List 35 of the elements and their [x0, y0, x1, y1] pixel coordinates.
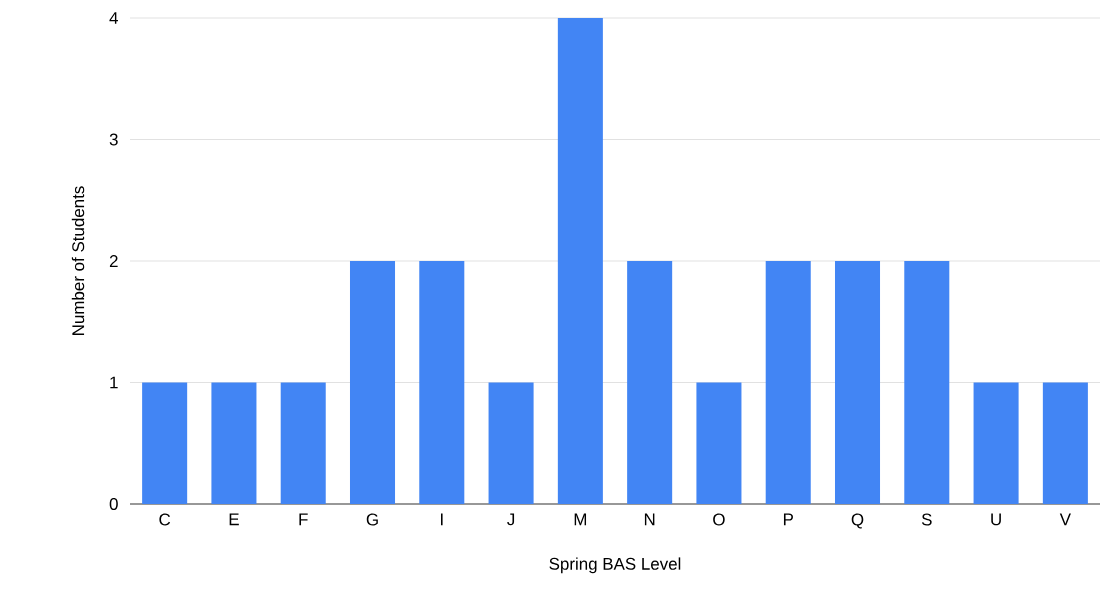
x-tick-label: N [644, 513, 655, 526]
bar [349, 261, 396, 504]
y-tick-label: 2 [109, 255, 118, 267]
bar [419, 261, 465, 504]
x-tick-label: V [1059, 513, 1071, 526]
y-axis-title: Number of Students [71, 186, 85, 335]
x-tick-label: Q [851, 513, 864, 529]
y-tick-label: 3 [109, 133, 118, 146]
y-tick-label: 1 [110, 376, 118, 389]
x-tick-label: I [441, 513, 443, 526]
bar [1042, 382, 1088, 504]
bar [765, 261, 811, 504]
bar [973, 382, 1019, 504]
bar [211, 382, 257, 504]
bar [557, 18, 603, 504]
bar [488, 382, 534, 504]
bar [627, 261, 673, 504]
x-tick-label: F [299, 513, 308, 526]
bar [280, 382, 326, 504]
x-tick-label: J [507, 513, 515, 526]
x-tick-label: G [366, 513, 378, 526]
bar [142, 382, 188, 504]
x-tick-label: P [783, 513, 793, 526]
x-tick-label: M [574, 513, 587, 526]
bar [834, 261, 881, 504]
x-tick-label: S [921, 513, 932, 526]
bar [904, 261, 950, 504]
x-tick-label: U [991, 513, 1001, 526]
y-tick-label: 4 [109, 12, 118, 24]
x-tick-label: C [159, 513, 171, 526]
x-axis-title: Spring BAS Level [549, 557, 681, 574]
y-tick-label: 0 [109, 498, 118, 510]
x-tick-label: E [229, 513, 239, 526]
bar [696, 382, 742, 504]
x-tick-label: O [713, 513, 725, 526]
